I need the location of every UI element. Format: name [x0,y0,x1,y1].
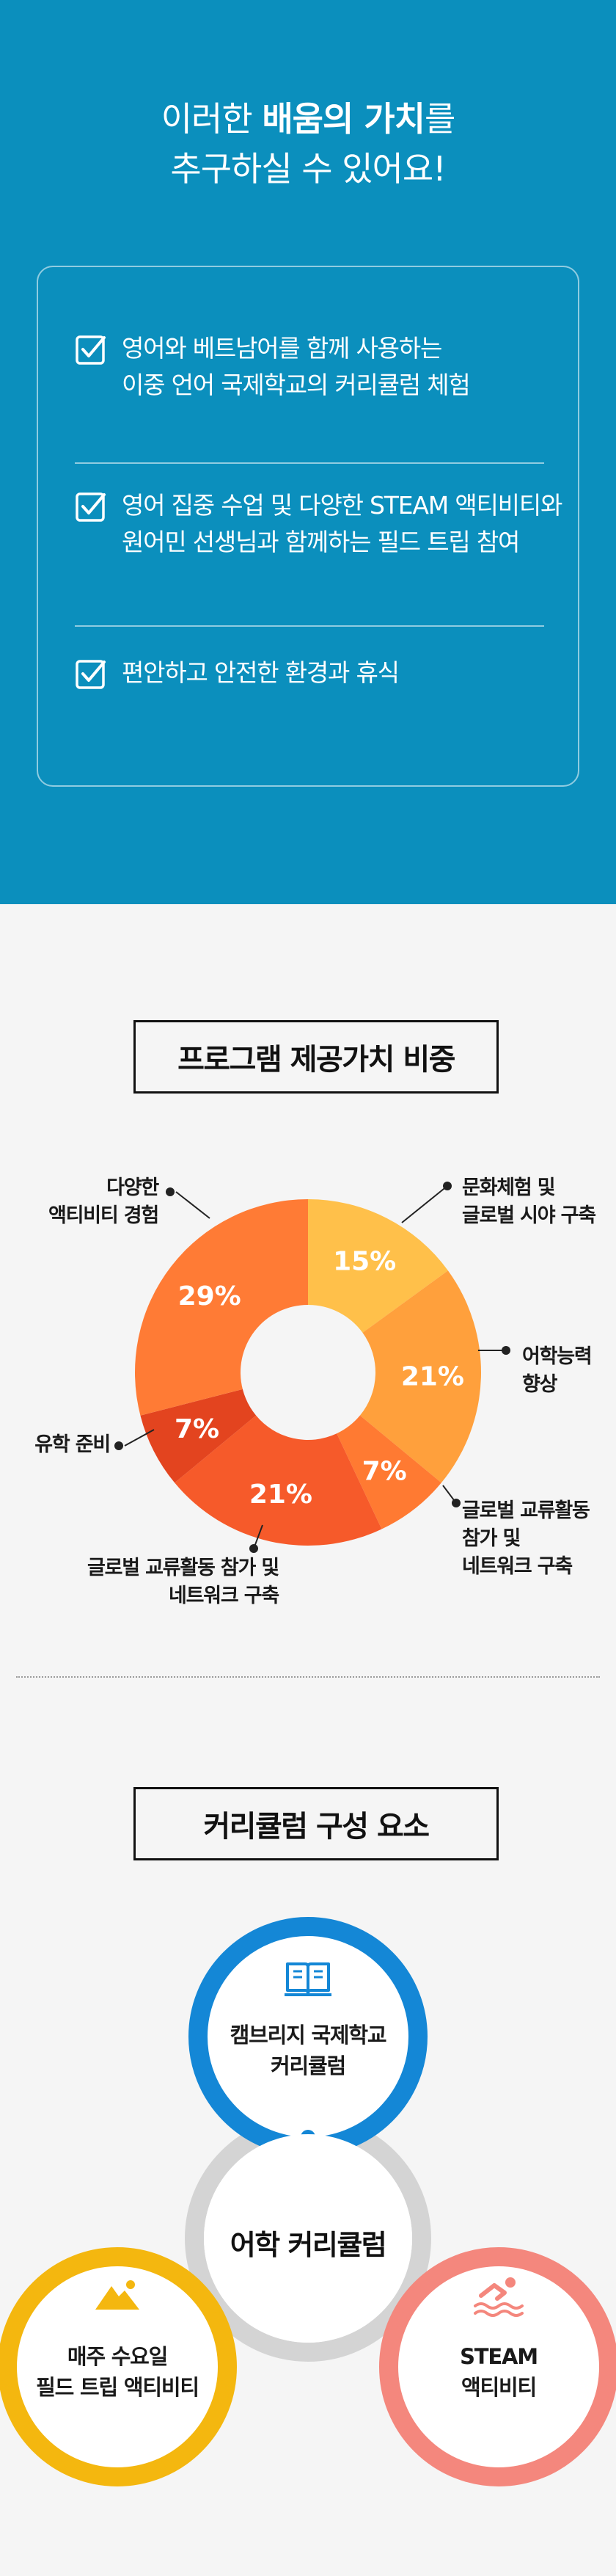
slice-value-label: 7% [362,1456,407,1486]
callout-line: 문화체험 및 [462,1176,556,1199]
right-circle-label: STEAM 액티비티 [411,2341,587,2403]
values-title-bold: 배움의 가치 [262,99,425,139]
value-line: 편안하고 안전한 환경과 휴식 [122,658,400,687]
value-item-1: 영어와 베트남어를 함께 사용하는 이중 언어 국제학교의 커리큘럼 체험 [75,330,573,404]
values-title-pre: 이러한 [161,99,263,139]
values-title-line2: 추구하실 수 있어요! [170,149,446,189]
slice-value-label: 21% [401,1361,464,1391]
callout-dot [452,1499,461,1507]
callout-culture: 문화체험 및 글로벌 시야 구축 [462,1174,596,1230]
value-divider [75,625,544,627]
pie-slice [175,1415,382,1546]
callout-dot [166,1187,175,1196]
value-item-text: 편안하고 안전한 환경과 휴식 [122,655,400,691]
right-ring-dot [392,2312,407,2326]
book-icon [285,1962,331,1996]
callout-dot [249,1544,258,1553]
check-box-icon [76,335,106,365]
callout-line: 글로벌 시야 구축 [462,1204,596,1227]
callout-line: 유학 준비 [34,1433,111,1456]
values-title: 이러한 배움의 가치를 추구하실 수 있어요! [0,94,616,194]
left-circle-label: 매주 수요일 필드 트립 액티비티 [15,2341,220,2403]
pie-slice [308,1199,448,1333]
value-line: 영어 집중 수업 및 다양한 STEAM 액티비티와 [122,491,562,520]
callout-line: 네트워크 구축 [462,1555,573,1578]
section-divider [16,1676,600,1678]
value-line: 영어와 베트남어를 함께 사용하는 [122,334,442,363]
callout-dot [502,1346,510,1355]
right-ring [379,2247,616,2486]
callout-study-abroad: 유학 준비 [15,1431,111,1459]
circle-label-line: STEAM [460,2344,538,2369]
callout-exchange-right: 글로벌 교류활동 참가 및 네트워크 구축 [462,1497,590,1581]
circle-label-line: 필드 트립 액티비티 [36,2375,199,2400]
pie-slice [140,1389,257,1483]
callout-line: 참가 및 [462,1527,521,1550]
values-card: 영어와 베트남어를 함께 사용하는 이중 언어 국제학교의 커리큘럼 체험 영어… [37,266,579,787]
value-line: 원어민 선생님과 함께하는 필드 트립 참여 [122,528,520,556]
slice-value-label: 7% [175,1414,219,1444]
center-circle-label: 어학 커리큘럼 [230,2229,387,2261]
values-section: 이러한 배움의 가치를 추구하실 수 있어요! 영어와 베트남어를 함께 사용하… [0,0,616,904]
callout-language: 어학능력 향상 [522,1343,593,1399]
slice-value-label: 29% [178,1281,241,1311]
callout-dot [114,1441,123,1450]
donut-chart: 15% 21% 7% 21% 7% 29% [114,1182,510,1553]
callout-line: 글로벌 교류활동 [462,1499,590,1522]
left-ring [0,2247,237,2486]
value-item-2: 영어 집중 수업 및 다양한 STEAM 액티비티와 원어민 선생님과 함께하는… [75,487,573,561]
value-item-text: 영어 집중 수업 및 다양한 STEAM 액티비티와 원어민 선생님과 함께하는… [122,487,562,561]
pie-slice [359,1270,481,1483]
value-item-3: 편안하고 안전한 환경과 휴식 [75,655,573,691]
callout-activities: 다양한 액티비티 경험 [15,1174,159,1230]
slice-value-label: 15% [333,1247,396,1277]
callout-line: 글로벌 교류활동 참가 및 [87,1557,279,1579]
curriculum-section-title: 커리큘럼 구성 요소 [133,1787,499,1860]
callout-leader-line [124,1429,155,1447]
mountain-icon [95,2280,139,2310]
callout-line: 다양한 [106,1176,159,1199]
circle-label-line: 액티비티 [461,2375,537,2400]
check-box-icon [76,492,106,522]
callout-line: 향상 [522,1373,557,1396]
callout-line: 네트워크 구축 [168,1584,279,1607]
values-title-mid: 를 [424,99,455,139]
curriculum-diagram [0,1917,616,2486]
callout-leader-line [401,1185,448,1223]
center-fill [204,2134,412,2343]
slice-value-label: 21% [249,1480,312,1510]
circle-label-line: 캠브리지 국제학교 [230,2023,387,2048]
pie-slice [134,1199,308,1416]
check-box-icon [76,660,106,689]
swimmer-icon [474,2277,524,2317]
left-ring-dot [209,2312,224,2326]
callout-leader-line [175,1191,210,1219]
circle-label-line: 매주 수요일 [67,2344,168,2369]
value-divider [75,462,544,464]
top-circle-label: 캠브리지 국제학교 커리큘럼 [213,2020,403,2081]
circle-label-line: 커리큘럼 [271,2053,346,2078]
chart-section-title: 프로그램 제공가치 비중 [133,1020,499,1094]
pie-slice [337,1415,441,1529]
value-item-text: 영어와 베트남어를 함께 사용하는 이중 언어 국제학교의 커리큘럼 체험 [122,330,471,404]
callout-dot [443,1182,452,1190]
callout-exchange-left: 글로벌 교류활동 참가 및 네트워크 구축 [44,1554,279,1610]
value-line: 이중 언어 국제학교의 커리큘럼 체험 [122,371,471,399]
callout-line: 액티비티 경험 [48,1204,159,1227]
callout-line: 어학능력 [522,1345,593,1368]
